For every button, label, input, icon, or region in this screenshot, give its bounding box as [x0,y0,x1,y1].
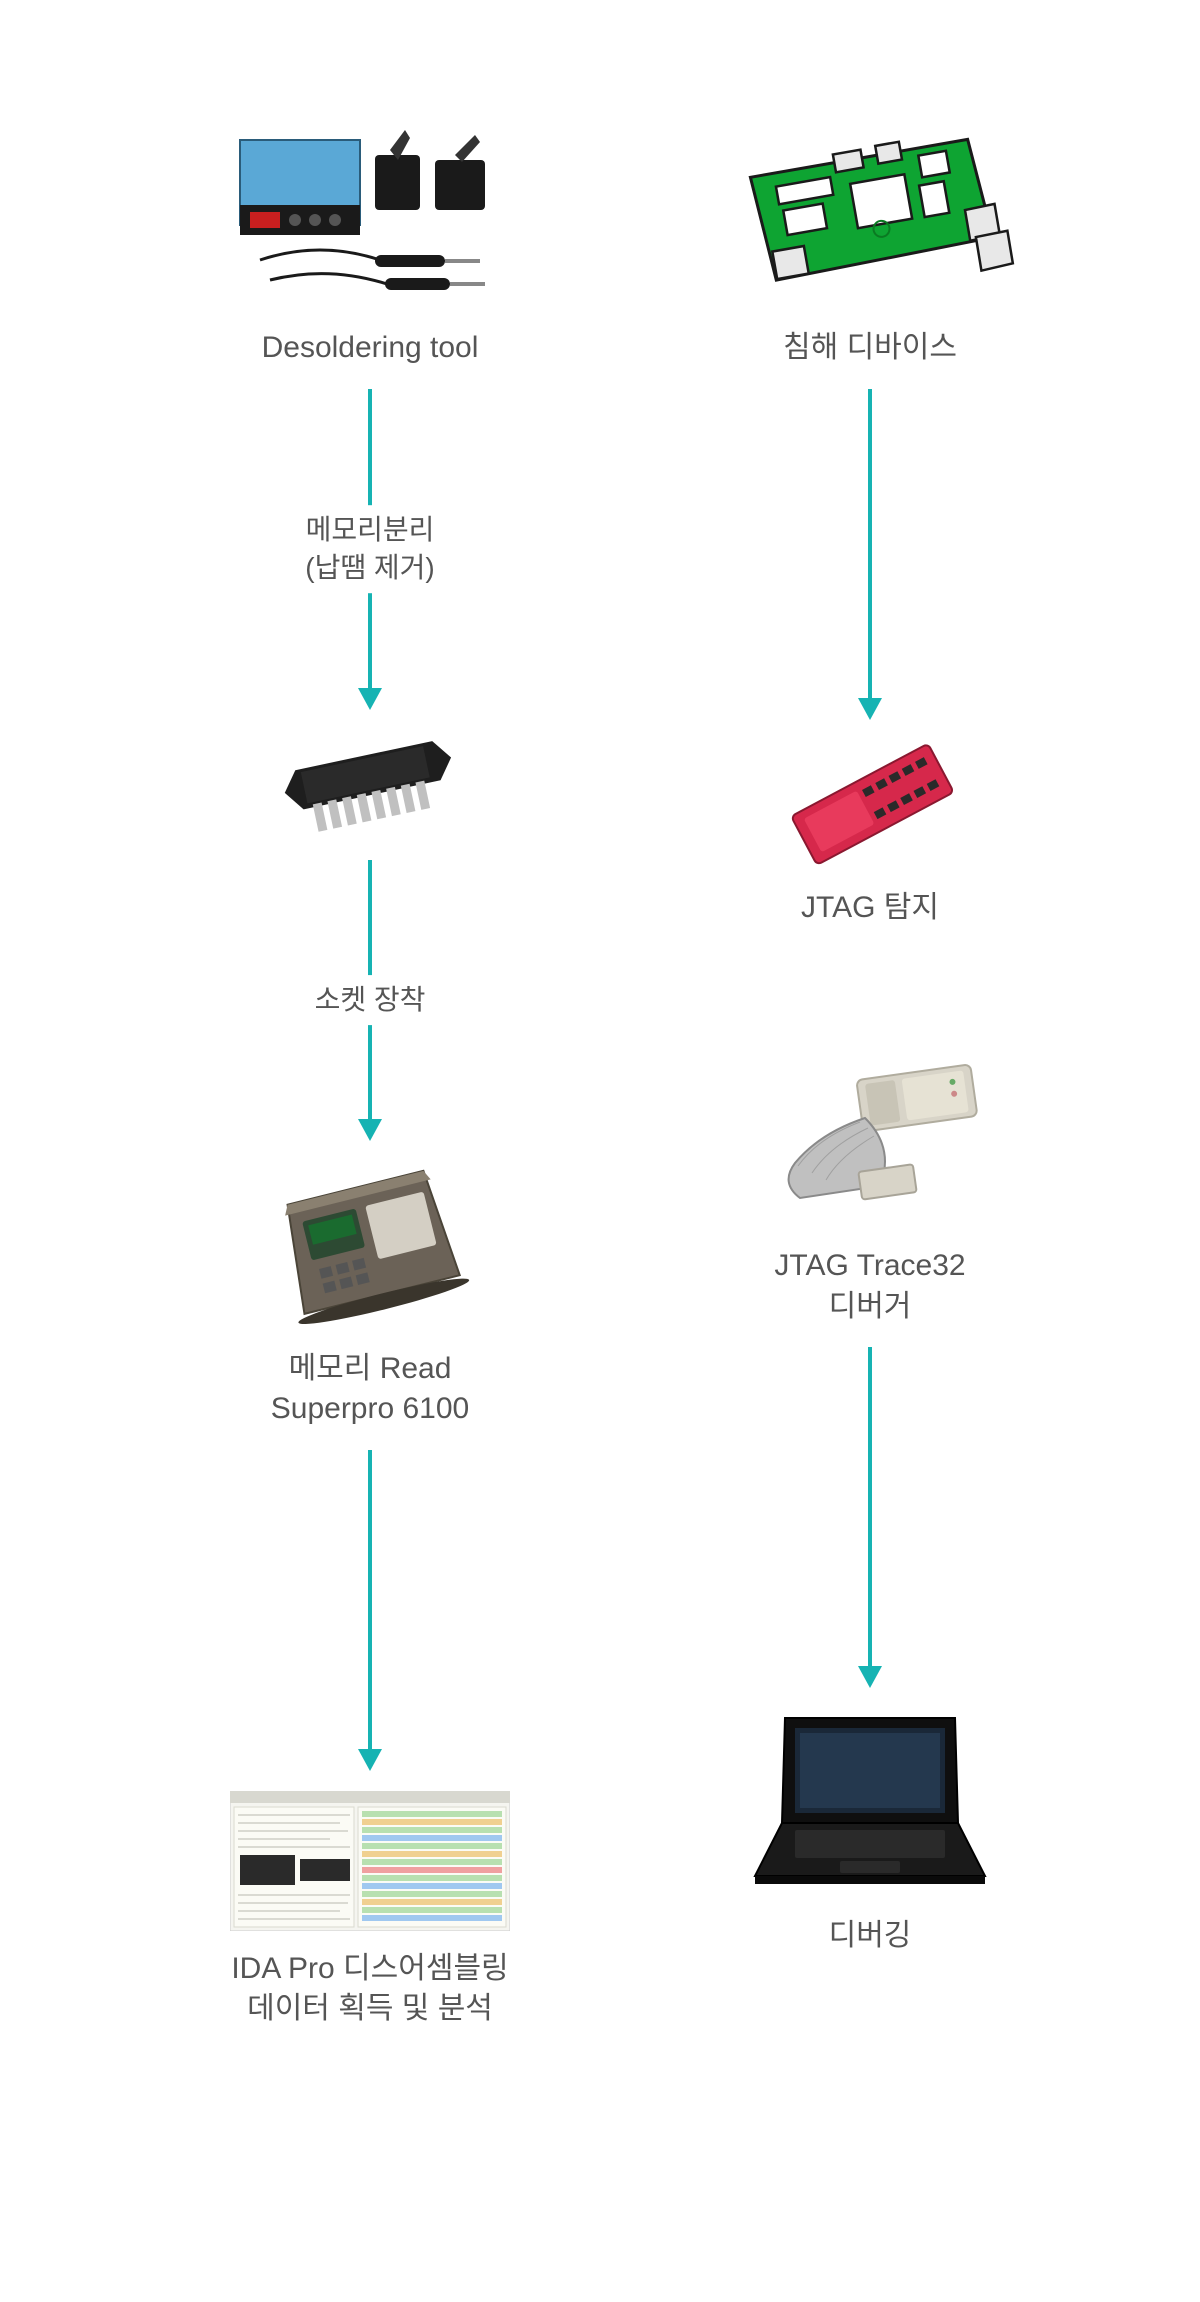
node-jtag-trace32: JTAG Trace32 디버거 [740,1048,1000,1327]
arrow-left-1: 메모리분리 (납땜 제거) [358,389,382,710]
node-label: 디버깅 [829,1916,912,1957]
jtag-detector-icon [770,740,970,870]
pcb-board-icon [725,120,1015,310]
node-label: Desoldering tool [262,328,479,369]
node-compromised-device: 침해 디바이스 [725,120,1015,369]
right-column: 침해 디바이스 [660,120,1080,1957]
node-label: JTAG 탐지 [801,888,939,929]
chip-icon [270,730,470,840]
node-desoldering-tool: Desoldering tool [230,120,510,369]
arrow-left-2: 소켓 장착 [358,860,382,1141]
arrow-left-3 [358,1450,382,1771]
node-debugging-laptop: 디버깅 [740,1708,1000,1957]
laptop-icon [740,1708,1000,1898]
ida-pro-screenshot-icon [230,1791,510,1931]
node-superpro-6100: 메모리 Read Superpro 6100 [270,1161,470,1430]
node-memory-chip [270,730,470,840]
node-label: 메모리 Read Superpro 6100 [271,1349,470,1430]
arrow-right-3 [858,1347,882,1688]
arrow-label: 메모리분리 (납땜 제거) [295,505,444,593]
node-label: 침해 디바이스 [783,328,957,369]
node-label: JTAG Trace32 디버거 [774,1246,965,1327]
programmer-device-icon [270,1161,470,1331]
node-jtag-detect: JTAG 탐지 [770,740,970,929]
trace32-debugger-icon [740,1048,1000,1228]
node-label: IDA Pro 디스어셈블링 데이터 획득 및 분석 [231,1949,508,2030]
left-column: Desoldering tool 메모리분리 (납땜 제거) [160,120,580,2030]
desoldering-tool-icon [230,120,510,310]
node-ida-pro: IDA Pro 디스어셈블링 데이터 획득 및 분석 [230,1791,510,2030]
arrow-label: 소켓 장착 [305,975,436,1025]
arrow-right-1 [858,389,882,720]
